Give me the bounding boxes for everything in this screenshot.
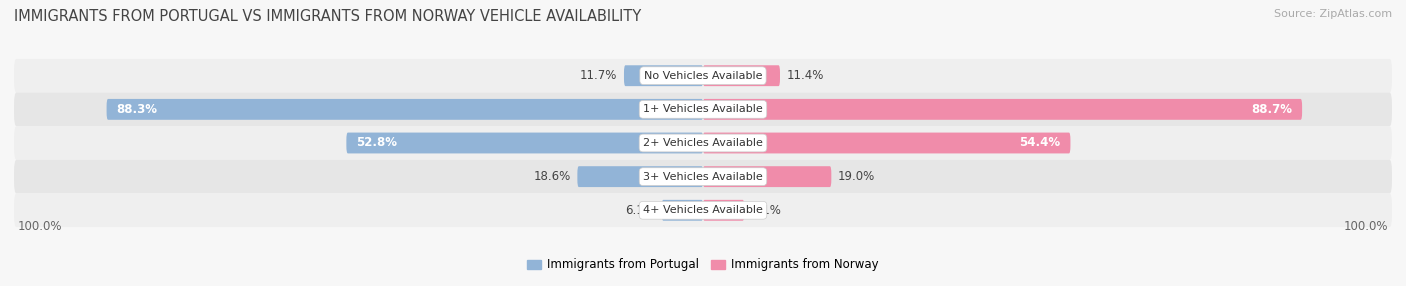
FancyBboxPatch shape <box>624 65 703 86</box>
Text: 88.7%: 88.7% <box>1251 103 1292 116</box>
FancyBboxPatch shape <box>14 93 1392 126</box>
Text: Source: ZipAtlas.com: Source: ZipAtlas.com <box>1274 9 1392 19</box>
Text: 4+ Vehicles Available: 4+ Vehicles Available <box>643 205 763 215</box>
Text: IMMIGRANTS FROM PORTUGAL VS IMMIGRANTS FROM NORWAY VEHICLE AVAILABILITY: IMMIGRANTS FROM PORTUGAL VS IMMIGRANTS F… <box>14 9 641 23</box>
Legend: Immigrants from Portugal, Immigrants from Norway: Immigrants from Portugal, Immigrants fro… <box>523 254 883 276</box>
Text: No Vehicles Available: No Vehicles Available <box>644 71 762 81</box>
Text: 100.0%: 100.0% <box>17 220 62 233</box>
Text: 19.0%: 19.0% <box>838 170 876 183</box>
FancyBboxPatch shape <box>578 166 703 187</box>
Text: 100.0%: 100.0% <box>1344 220 1389 233</box>
Text: 52.8%: 52.8% <box>357 136 398 150</box>
FancyBboxPatch shape <box>703 99 1302 120</box>
FancyBboxPatch shape <box>703 133 1070 153</box>
FancyBboxPatch shape <box>107 99 703 120</box>
Text: 3+ Vehicles Available: 3+ Vehicles Available <box>643 172 763 182</box>
Text: 54.4%: 54.4% <box>1019 136 1060 150</box>
FancyBboxPatch shape <box>14 160 1392 193</box>
FancyBboxPatch shape <box>662 200 703 221</box>
FancyBboxPatch shape <box>346 133 703 153</box>
Text: 6.1%: 6.1% <box>751 204 780 217</box>
Text: 6.1%: 6.1% <box>626 204 655 217</box>
Text: 88.3%: 88.3% <box>117 103 157 116</box>
FancyBboxPatch shape <box>703 166 831 187</box>
FancyBboxPatch shape <box>703 65 780 86</box>
Text: 11.4%: 11.4% <box>787 69 824 82</box>
FancyBboxPatch shape <box>14 126 1392 160</box>
Text: 1+ Vehicles Available: 1+ Vehicles Available <box>643 104 763 114</box>
FancyBboxPatch shape <box>703 200 744 221</box>
FancyBboxPatch shape <box>14 193 1392 227</box>
FancyBboxPatch shape <box>14 59 1392 93</box>
Text: 18.6%: 18.6% <box>533 170 571 183</box>
Text: 11.7%: 11.7% <box>579 69 617 82</box>
Text: 2+ Vehicles Available: 2+ Vehicles Available <box>643 138 763 148</box>
